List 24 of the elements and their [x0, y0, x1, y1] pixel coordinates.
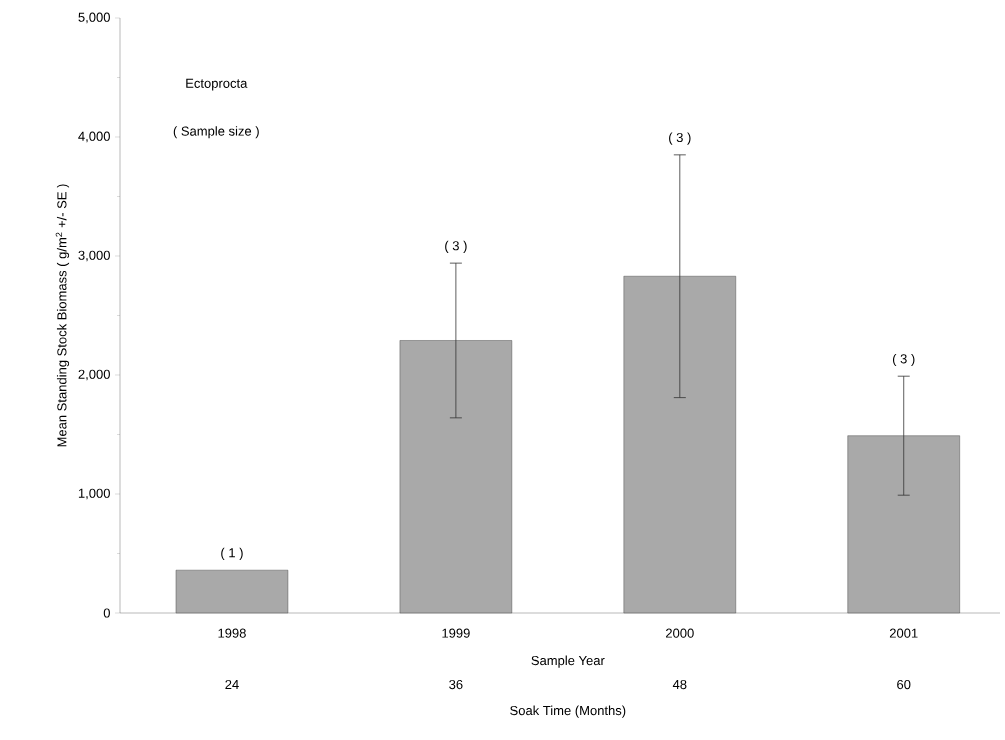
annotation: ( 3 ): [669, 132, 691, 145]
text: 36: [449, 679, 463, 690]
y-tick-label: 0: [103, 608, 110, 618]
y-tick-label: 5,000: [78, 12, 110, 24]
annotation: ( 3 ): [892, 353, 915, 366]
annotation: ( 3 ): [445, 240, 467, 253]
x-tick-label: 2001: [889, 628, 918, 638]
x-tick-label: 2000: [666, 628, 694, 638]
annotation: ( Sample size ): [173, 126, 259, 139]
x-tick-label: 1999: [442, 628, 470, 638]
y-tick-label: 3,000: [78, 250, 110, 262]
annotation: ( 1 ): [221, 547, 243, 560]
y-tick-label: 1,000: [78, 488, 110, 500]
bar: [175, 569, 289, 614]
text: Soak Time (Months): [510, 705, 626, 718]
text: 48: [672, 679, 687, 690]
text: 60: [897, 679, 911, 690]
y-axis-title: Mean Standing Stock Biomass ( g/m$^{2}$ +/- SE ): [55, 184, 70, 447]
y-tick-label: 4,000: [78, 131, 110, 143]
x-tick-label: 1998: [218, 628, 246, 638]
x-axis-title: Sample Year: [531, 655, 605, 668]
text: 24: [225, 679, 239, 689]
y-tick-label: 2,000: [78, 369, 110, 381]
annotation: Ectoprocta: [186, 78, 248, 91]
